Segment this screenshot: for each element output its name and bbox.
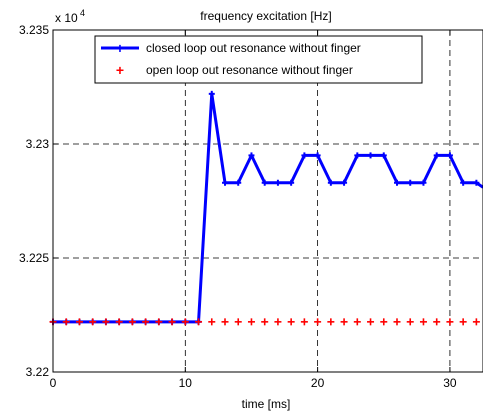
data-point-open-loop — [300, 318, 308, 326]
legend: + closed loop out resonance without fing… — [94, 35, 423, 84]
series-layer — [49, 90, 483, 326]
data-point-open-loop — [142, 318, 150, 326]
data-point-closed-loop — [473, 179, 480, 186]
data-point-closed-loop — [460, 179, 467, 186]
x-tick-label: 0 — [50, 376, 57, 390]
data-point-open-loop — [459, 318, 467, 326]
data-point-open-loop — [472, 318, 480, 326]
data-point-open-loop — [168, 318, 176, 326]
y-tick-label: 3.225 — [19, 251, 49, 265]
x-tick-label: 10 — [179, 376, 193, 390]
data-point-open-loop — [287, 318, 295, 326]
data-point-open-loop — [102, 318, 110, 326]
legend-marker-open-loop: + — [116, 62, 124, 78]
y-axis-multiplier: x 10 — [55, 11, 78, 25]
data-point-open-loop — [393, 318, 401, 326]
data-point-open-loop — [433, 318, 441, 326]
data-point-open-loop — [327, 318, 335, 326]
data-point-open-loop — [208, 318, 216, 326]
data-point-closed-loop — [433, 152, 440, 159]
data-point-closed-loop — [420, 179, 427, 186]
plot-frame — [52, 29, 483, 373]
data-point-closed-loop — [394, 179, 400, 186]
data-point-open-loop — [234, 318, 242, 326]
legend-label-closed-loop: closed loop out resonance without finger — [146, 41, 361, 55]
plot-area — [53, 30, 483, 372]
data-point-open-loop — [353, 318, 361, 326]
chart-title: frequency excitation [Hz] — [200, 9, 331, 23]
data-point-closed-loop — [341, 179, 348, 186]
x-axis-label: time [ms] — [242, 397, 291, 411]
data-point-open-loop — [446, 318, 454, 326]
ticks: 0 10 20 30 3.22 3.225 3.23 3.235 — [19, 23, 457, 390]
data-point-closed-loop — [380, 152, 387, 159]
data-point-closed-loop — [208, 90, 215, 97]
data-point-open-loop — [380, 318, 388, 326]
y-axis-multiplier-exponent: 4 — [80, 8, 85, 18]
legend-label-open-loop: open loop out resonance without finger — [146, 63, 353, 77]
series-line-closed-loop — [53, 92, 483, 324]
data-point-closed-loop — [288, 179, 295, 186]
data-point-closed-loop — [367, 152, 374, 159]
data-point-closed-loop — [314, 152, 321, 159]
data-point-open-loop — [128, 318, 136, 326]
data-point-closed-loop — [446, 152, 453, 159]
y-tick-label: 3.22 — [26, 365, 50, 379]
data-point-closed-loop — [222, 179, 228, 186]
data-point-closed-loop — [274, 179, 281, 186]
y-tick-label: 3.235 — [19, 23, 49, 37]
data-point-open-loop — [340, 318, 348, 326]
data-point-open-loop — [274, 318, 282, 326]
data-point-open-loop — [406, 318, 414, 326]
data-point-open-loop — [419, 318, 427, 326]
grid — [53, 30, 483, 372]
data-point-open-loop — [314, 318, 322, 326]
data-point-closed-loop — [235, 179, 242, 186]
x-tick-label: 30 — [443, 376, 457, 390]
data-point-open-loop — [89, 318, 97, 326]
data-point-closed-loop — [261, 179, 268, 186]
data-point-open-loop — [221, 318, 229, 326]
data-point-open-loop — [261, 318, 269, 326]
data-point-closed-loop — [354, 152, 361, 159]
data-point-closed-loop — [248, 152, 255, 159]
data-point-closed-loop — [301, 152, 308, 159]
data-point-open-loop — [181, 318, 189, 326]
data-point-open-loop — [367, 318, 375, 326]
data-point-closed-loop — [407, 179, 414, 186]
data-point-open-loop — [75, 318, 83, 326]
x-tick-label: 20 — [311, 376, 325, 390]
data-point-open-loop — [247, 318, 255, 326]
data-point-open-loop — [115, 318, 123, 326]
legend-marker-closed-loop: + — [116, 40, 124, 56]
data-point-closed-loop — [327, 179, 334, 186]
y-tick-label: 3.23 — [26, 137, 50, 151]
data-point-open-loop — [195, 318, 203, 326]
legend-box — [94, 35, 423, 84]
data-point-open-loop — [155, 318, 163, 326]
data-point-open-loop — [62, 318, 70, 326]
